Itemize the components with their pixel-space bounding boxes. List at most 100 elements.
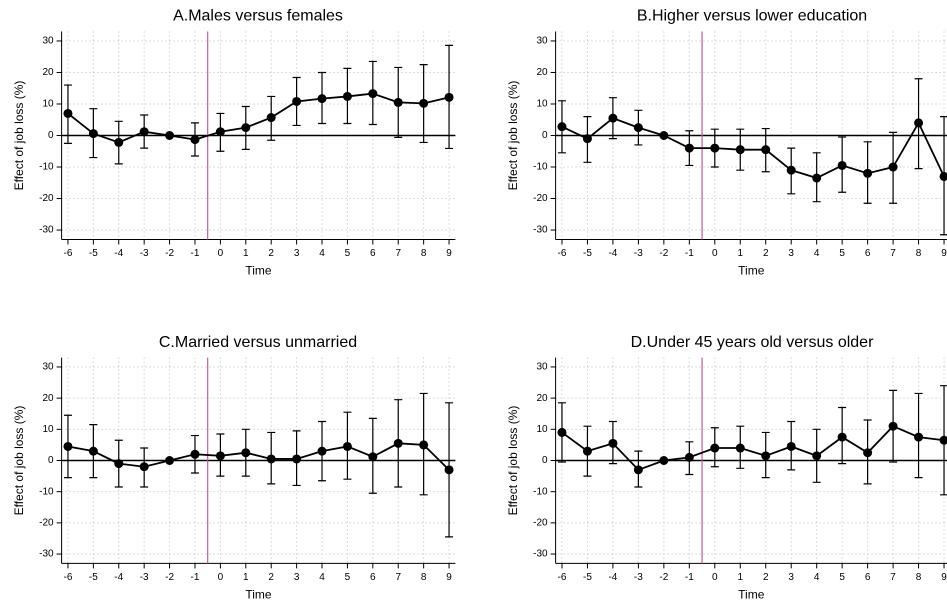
x-axis-label: Time bbox=[738, 588, 765, 602]
x-tick-label: -6 bbox=[558, 572, 567, 583]
x-tick-label: 5 bbox=[345, 572, 351, 583]
y-tick-label: 0 bbox=[542, 455, 548, 466]
y-axis-label: Effect of job loss (%) bbox=[506, 81, 520, 191]
x-axis-label: Time bbox=[245, 264, 272, 278]
point bbox=[888, 421, 898, 431]
point bbox=[317, 94, 327, 104]
x-tick-label: 0 bbox=[218, 572, 224, 583]
point bbox=[266, 454, 276, 464]
y-tick-label: 10 bbox=[536, 424, 548, 435]
x-tick-label: 5 bbox=[839, 248, 845, 259]
point bbox=[684, 452, 694, 462]
x-tick-label: -3 bbox=[140, 572, 149, 583]
y-tick-label: 0 bbox=[48, 130, 54, 141]
point bbox=[190, 449, 200, 459]
point bbox=[368, 452, 378, 462]
point bbox=[63, 441, 73, 451]
y-tick-label: 30 bbox=[42, 362, 54, 373]
x-tick-label: 8 bbox=[421, 572, 427, 583]
x-tick-label: -6 bbox=[63, 248, 72, 259]
x-tick-label: -5 bbox=[89, 572, 98, 583]
point bbox=[761, 145, 771, 155]
point bbox=[557, 122, 567, 132]
y-tick-label: 10 bbox=[42, 99, 54, 110]
x-tick-label: 9 bbox=[446, 572, 452, 583]
y-tick-label: 20 bbox=[42, 393, 54, 404]
x-tick-label: -1 bbox=[191, 248, 200, 259]
point bbox=[812, 173, 822, 183]
panel-title: B.Higher versus lower education bbox=[637, 8, 867, 25]
y-tick-label: -10 bbox=[39, 162, 54, 173]
point bbox=[761, 451, 771, 461]
y-tick-label: -30 bbox=[533, 225, 548, 236]
x-tick-label: 8 bbox=[421, 248, 427, 259]
point bbox=[710, 443, 720, 453]
x-tick-label: -6 bbox=[63, 572, 72, 583]
x-tick-label: 7 bbox=[395, 248, 401, 259]
point bbox=[582, 446, 592, 456]
y-tick-label: -10 bbox=[39, 486, 54, 497]
point bbox=[914, 432, 924, 442]
x-tick-label: 1 bbox=[243, 248, 249, 259]
x-tick-label: 7 bbox=[395, 572, 401, 583]
x-tick-label: 8 bbox=[916, 248, 922, 259]
x-tick-label: 0 bbox=[712, 572, 718, 583]
panel-title: A.Males versus females bbox=[173, 8, 343, 25]
point bbox=[342, 441, 352, 451]
x-tick-label: 4 bbox=[814, 248, 820, 259]
point bbox=[863, 448, 873, 458]
y-tick-label: 0 bbox=[48, 455, 54, 466]
point bbox=[393, 97, 403, 107]
x-tick-label: 2 bbox=[268, 248, 274, 259]
y-tick-label: 20 bbox=[42, 67, 54, 78]
point bbox=[914, 118, 924, 128]
x-tick-label: 0 bbox=[712, 248, 718, 259]
point bbox=[241, 448, 251, 458]
point bbox=[608, 438, 618, 448]
point bbox=[114, 137, 124, 147]
y-axis-label: Effect of job loss (%) bbox=[12, 406, 26, 516]
point bbox=[215, 127, 225, 137]
x-tick-label: 8 bbox=[916, 572, 922, 583]
x-axis-label: Time bbox=[245, 588, 272, 602]
point bbox=[939, 171, 947, 181]
y-tick-label: -10 bbox=[533, 162, 548, 173]
point bbox=[292, 454, 302, 464]
y-tick-label: 30 bbox=[536, 362, 548, 373]
x-tick-label: -1 bbox=[191, 572, 200, 583]
x-tick-label: 3 bbox=[294, 572, 300, 583]
point bbox=[368, 89, 378, 99]
point bbox=[88, 129, 98, 139]
x-tick-label: -3 bbox=[634, 572, 643, 583]
point bbox=[659, 456, 669, 465]
point bbox=[633, 465, 643, 475]
x-tick-label: -3 bbox=[140, 248, 149, 259]
point bbox=[633, 123, 643, 133]
y-tick-label: -20 bbox=[39, 193, 54, 204]
y-tick-label: -20 bbox=[533, 193, 548, 204]
point bbox=[735, 443, 745, 453]
x-tick-label: 3 bbox=[294, 248, 300, 259]
x-tick-label: 9 bbox=[941, 248, 947, 259]
y-tick-label: -30 bbox=[39, 225, 54, 236]
x-tick-label: 9 bbox=[941, 572, 947, 583]
y-tick-label: -20 bbox=[533, 518, 548, 529]
x-tick-label: 1 bbox=[737, 248, 743, 259]
point bbox=[139, 127, 149, 137]
point bbox=[317, 446, 327, 456]
x-tick-label: -2 bbox=[659, 572, 668, 583]
x-tick-label: 3 bbox=[788, 248, 794, 259]
x-tick-label: -4 bbox=[114, 572, 123, 583]
x-tick-label: -5 bbox=[583, 248, 592, 259]
x-tick-label: -4 bbox=[608, 248, 617, 259]
y-axis-label: Effect of job loss (%) bbox=[506, 406, 520, 516]
y-axis-label: Effect of job loss (%) bbox=[12, 81, 26, 191]
point bbox=[659, 131, 669, 140]
series-line bbox=[67, 442, 450, 471]
x-tick-label: 6 bbox=[865, 572, 871, 583]
x-tick-label: 4 bbox=[814, 572, 820, 583]
point bbox=[837, 160, 847, 170]
x-tick-label: 6 bbox=[865, 248, 871, 259]
x-tick-label: -4 bbox=[114, 248, 123, 259]
